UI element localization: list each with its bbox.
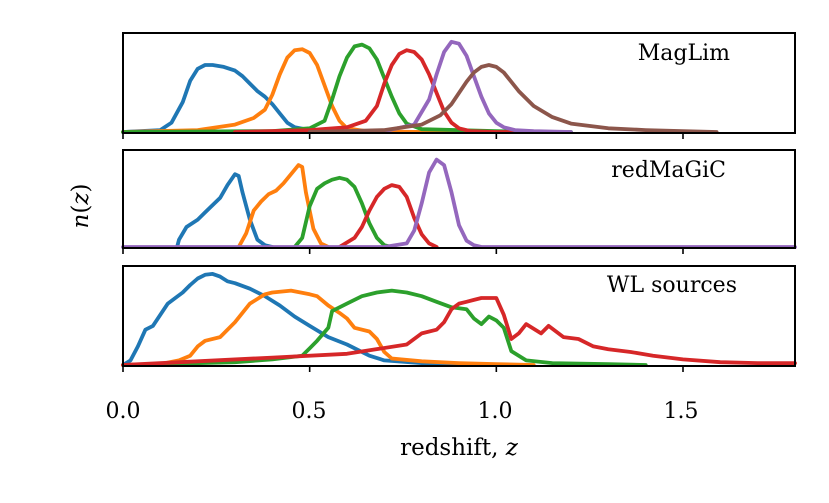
series-line-5 <box>121 157 797 249</box>
series-line-3 <box>292 175 394 249</box>
y-axis-label-close: ) <box>68 184 94 193</box>
x-tick-label-0: 0.0 <box>106 399 141 424</box>
panel-frame <box>122 32 796 134</box>
series-line-2 <box>236 163 331 249</box>
panel-wl-sources: WL sources <box>121 265 797 372</box>
panel-label: WL sources <box>607 273 737 298</box>
y-axis-label: n(z) <box>68 184 94 229</box>
series-line-2 <box>121 288 536 367</box>
x-tick-label-1.0: 1.0 <box>478 399 513 424</box>
series-line-4 <box>233 48 536 134</box>
x-axis-label-var: z <box>505 435 519 461</box>
x-axis-label-text: redshift, <box>400 435 506 461</box>
panel-label: MagLim <box>638 41 730 66</box>
panel-frame <box>122 149 796 249</box>
panel-redmagic: redMaGiC <box>121 149 797 254</box>
y-axis-label-var: n <box>68 214 94 229</box>
x-axis-label: redshift, z <box>400 435 519 461</box>
series-line-3 <box>121 42 573 134</box>
panel-label: redMaGiC <box>611 158 726 183</box>
panel-frame <box>122 265 796 367</box>
series-line-4 <box>121 296 797 367</box>
panel-maglim: MagLim <box>121 32 796 139</box>
series-line-4 <box>337 183 439 249</box>
series-line-1 <box>121 272 461 367</box>
x-tick-label-0.5: 0.5 <box>292 399 327 424</box>
series-line-1 <box>175 172 275 249</box>
y-axis-label-open: ( <box>68 205 94 214</box>
series-line-6 <box>307 63 719 134</box>
y-axis-label-arg: z <box>68 192 94 206</box>
series-line-3 <box>121 288 648 367</box>
x-tick-label-1.5: 1.5 <box>664 399 699 424</box>
panels: MagLim redMaGiC WL sources <box>121 32 797 372</box>
series-line-5 <box>345 39 573 134</box>
